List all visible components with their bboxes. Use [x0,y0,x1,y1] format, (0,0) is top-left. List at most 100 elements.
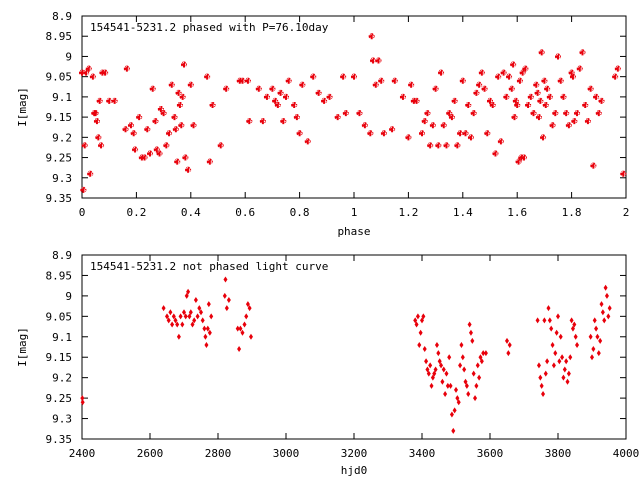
data-point [430,374,435,381]
data-point [464,382,469,389]
data-point [185,166,192,173]
data-point [455,395,460,402]
data-point [522,65,529,72]
data-point [245,301,250,308]
data-point [204,341,209,348]
data-point [508,85,515,92]
data-point [537,97,544,104]
data-point [535,317,540,324]
unphased-light-curve-panel: 2400 2600 2800 3000 3200 3400 3600 3800 4000 8.9 8… [16,249,639,477]
data-point [367,130,374,137]
x-tick-label: 0.4 [181,206,201,219]
data-point [419,130,425,137]
data-point [478,69,485,76]
data-point [277,89,284,96]
phased-light-curve-panel: 0 0.2 0.4 0.6 0.8 1 1.2 1.4 1.6 1.8 2 8.9 8.95 9 9.05 9… [16,10,629,238]
data-point [370,57,377,64]
data-point [429,122,436,129]
data-point [551,362,556,369]
data-point [85,65,92,72]
data-point [315,89,322,96]
data-point [573,333,578,340]
data-point [222,292,227,299]
x-axis-label: hjd0 [341,464,368,477]
data-point [223,276,228,283]
data-point [569,317,574,324]
data-point [516,77,523,84]
data-point [421,118,428,125]
chart-title: 154541-5231.2 not phased light curve [90,260,328,273]
data-point [556,313,560,320]
data-point [79,69,85,76]
data-point [569,73,576,80]
x-tick-label: 0 [79,206,86,219]
x-axis-label: phase [337,225,370,238]
data-point [424,110,431,117]
data-point [334,114,341,121]
data-point [237,346,242,353]
data-point [190,122,197,129]
data-point [463,378,468,385]
data-point [203,333,208,340]
data-point [432,85,439,92]
data-point [202,325,207,332]
data-point [588,333,593,340]
data-point [475,362,480,369]
data-point [296,130,303,137]
x-tick-label: 0.6 [235,206,255,219]
data-point [176,101,183,108]
y-tick-label: 8.95 [46,30,73,43]
data-point [413,317,418,324]
data-point [187,313,192,320]
data-point [356,110,363,117]
data-point [566,370,571,377]
data-point [445,382,450,389]
data-point [160,110,167,117]
data-point [263,93,270,100]
data-point [171,313,176,320]
data-point [80,395,85,402]
data-point [361,122,368,129]
data-point [557,358,562,365]
data-point [375,57,382,64]
x-tick-label: 1.6 [507,206,527,219]
data-point [422,346,427,353]
x-tick-label: 3800 [545,447,572,460]
data-point [163,142,170,149]
data-point [421,313,426,320]
data-point [244,77,251,84]
x-tick-label: 0.8 [290,206,310,219]
data-point [575,341,580,348]
data-point [536,362,541,369]
x-tick-label: 3600 [477,447,504,460]
data-point [544,85,551,92]
data-point [561,374,566,381]
y-tick-label: 8.95 [46,269,73,282]
data-point [473,89,480,96]
data-point [477,374,482,381]
data-point [389,126,396,133]
data-point [414,321,419,328]
data-point [443,142,450,149]
data-point [530,110,537,117]
data-point [83,69,90,76]
data-point [479,358,484,365]
data-point [521,154,527,161]
data-point [170,321,175,328]
x-tick-label: 1.8 [562,206,582,219]
data-point [447,354,452,361]
data-point [200,317,205,324]
data-point [206,158,213,165]
data-point [457,130,464,137]
data-point [80,399,85,406]
data-point [204,73,211,80]
y-tick-label: 9.15 [46,111,73,124]
data-point [579,49,586,56]
data-point [519,69,526,76]
y-tick-label: 9 [65,50,72,63]
data-point [435,142,442,149]
data-point [413,97,420,104]
data-point [553,350,558,357]
data-point [515,158,522,165]
data-point [510,61,517,68]
